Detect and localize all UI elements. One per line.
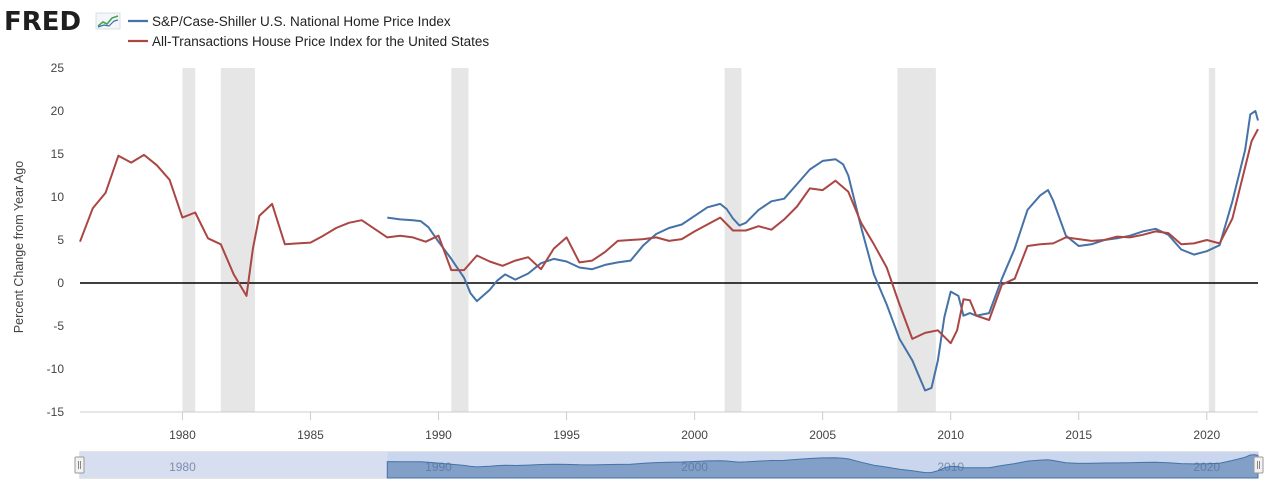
x-tick-label: 2000 bbox=[681, 428, 708, 442]
y-tick-label: 15 bbox=[51, 147, 65, 161]
y-axis-ticks: 25 20 15 10 5 0 -5 -10 -15 bbox=[47, 61, 65, 419]
y-tick-label: 5 bbox=[57, 233, 64, 247]
recession-band bbox=[451, 68, 469, 412]
x-tick-label: 1995 bbox=[553, 428, 580, 442]
legend-item-case-shiller[interactable]: S&P/Case-Shiller U.S. National Home Pric… bbox=[128, 14, 451, 29]
fred-logo[interactable]: FRED bbox=[4, 7, 121, 37]
recession-band bbox=[1208, 68, 1216, 412]
y-tick-label: -5 bbox=[53, 319, 64, 333]
x-tick-label: 2020 bbox=[1193, 428, 1220, 442]
legend-item-all-transactions[interactable]: All-Transactions House Price Index for t… bbox=[128, 34, 489, 49]
fred-logo-text: FRED bbox=[4, 7, 81, 37]
logo-graph-icon bbox=[95, 12, 121, 30]
x-tick-label: 1980 bbox=[169, 428, 196, 442]
y-tick-label: 20 bbox=[51, 104, 65, 118]
x-tick-label: 1985 bbox=[297, 428, 324, 442]
navigator-right-handle[interactable] bbox=[1253, 456, 1264, 474]
x-tick-label: 1990 bbox=[425, 428, 452, 442]
x-axis-ticks: 1980 1985 1990 1995 2000 2005 2010 2015 2020 bbox=[169, 412, 1220, 442]
recession-band bbox=[182, 68, 196, 412]
recession-band bbox=[220, 68, 255, 412]
y-tick-label: 0 bbox=[57, 276, 64, 290]
x-tick-label: 2015 bbox=[1065, 428, 1092, 442]
range-navigator[interactable]: 19801990200020102020 bbox=[74, 451, 1264, 479]
recession-band bbox=[897, 68, 936, 412]
navigator-unselected-range bbox=[80, 452, 388, 478]
legend-label-all-transactions: All-Transactions House Price Index for t… bbox=[152, 34, 489, 49]
series-lines bbox=[79, 110, 1259, 392]
series-line-all-transactions bbox=[79, 128, 1259, 345]
legend: S&P/Case-Shiller U.S. National Home Pric… bbox=[128, 14, 489, 49]
x-tick-label: 2005 bbox=[809, 428, 836, 442]
y-tick-label: 10 bbox=[51, 190, 65, 204]
x-tick-label: 2010 bbox=[937, 428, 964, 442]
y-tick-label: 25 bbox=[51, 61, 65, 75]
recession-band bbox=[724, 68, 742, 412]
legend-label-case-shiller: S&P/Case-Shiller U.S. National Home Pric… bbox=[152, 14, 451, 29]
y-tick-label: -10 bbox=[47, 362, 65, 376]
recession-bands bbox=[182, 68, 1216, 412]
series-line-case-shiller bbox=[387, 110, 1259, 392]
y-tick-label: -15 bbox=[47, 405, 65, 419]
navigator-series bbox=[386, 454, 1259, 479]
navigator-year-label: 1980 bbox=[169, 460, 196, 474]
y-axis-title: Percent Change from Year Ago bbox=[12, 161, 26, 333]
navigator-left-handle[interactable] bbox=[74, 456, 85, 474]
